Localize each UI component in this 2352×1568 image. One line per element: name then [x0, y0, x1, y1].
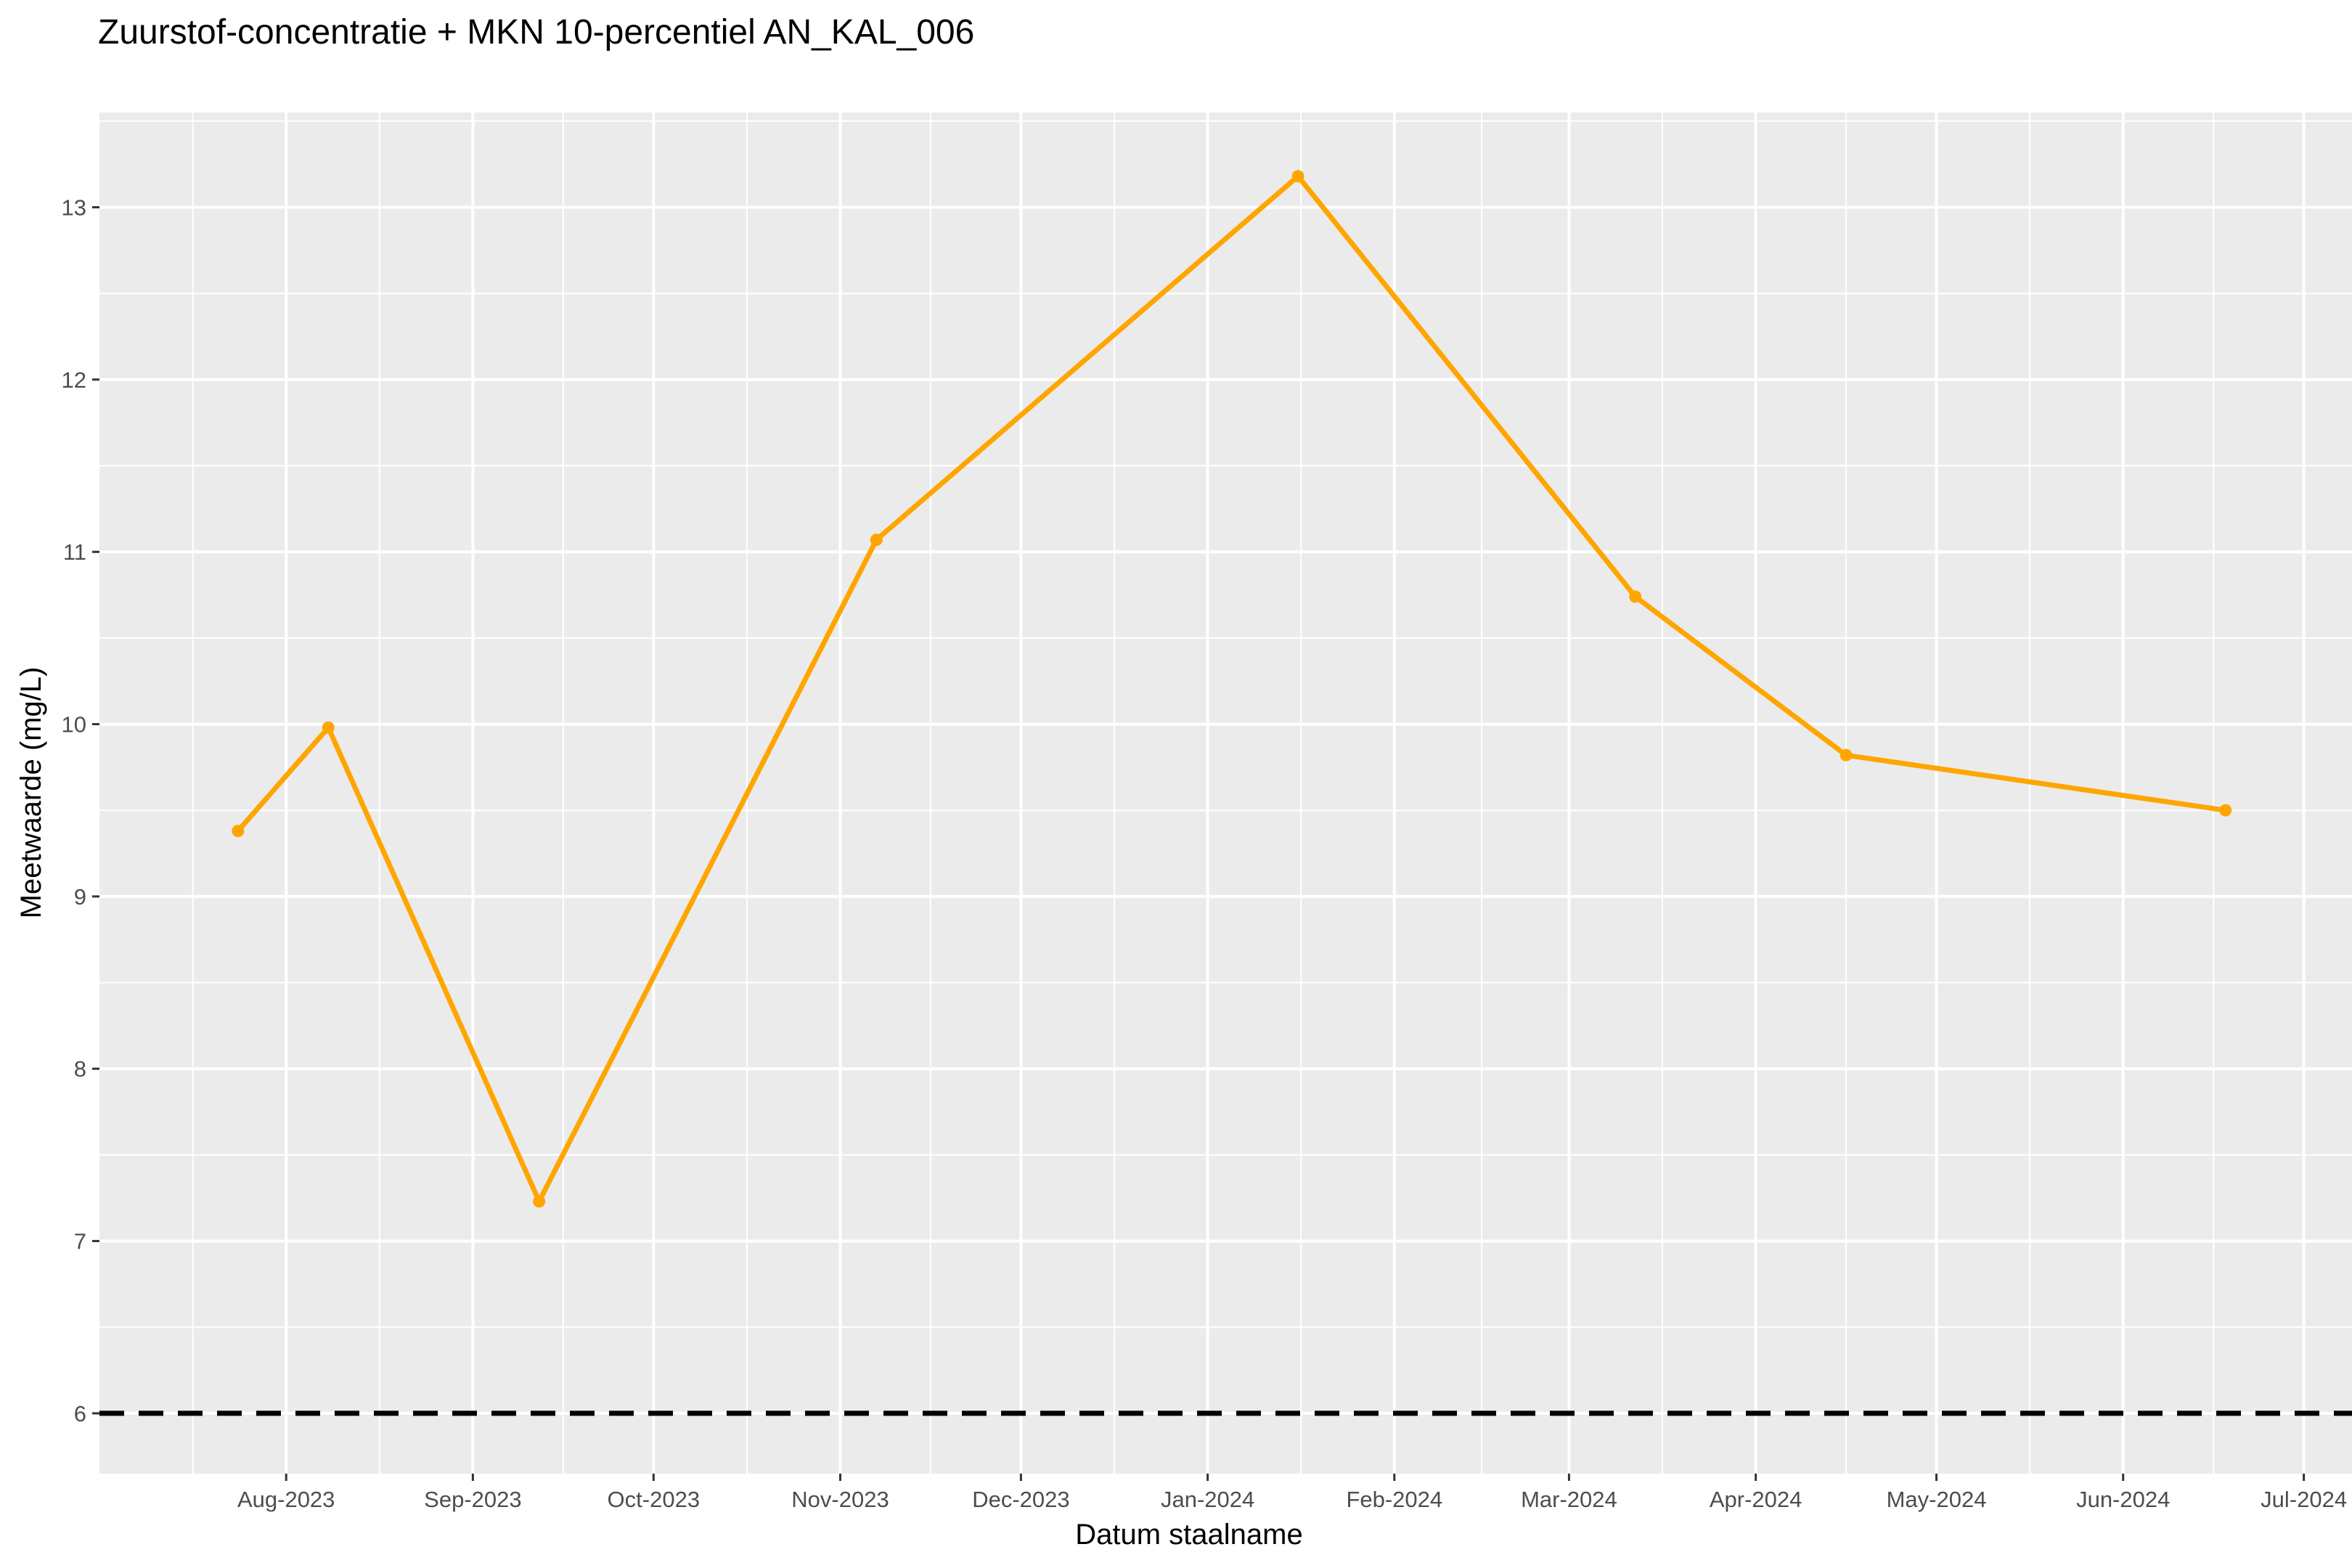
x-tick-label: Nov-2023	[791, 1487, 889, 1512]
chart-title: Zuurstof-concentratie + MKN 10-percentie…	[98, 13, 974, 52]
grid-minor-x	[192, 113, 2215, 1474]
data-point	[1839, 748, 1853, 761]
data-point	[870, 534, 883, 547]
x-axis-title: Datum staalname	[1075, 1519, 1302, 1551]
x-tick-label: Sep-2023	[424, 1487, 521, 1512]
y-tick-label: 13	[62, 195, 86, 221]
x-tick-label: Oct-2023	[608, 1487, 701, 1512]
y-axis-ticks: 6 7 8 9 10 11 12 13	[62, 195, 99, 1426]
y-tick-label: 11	[63, 539, 86, 565]
y-tick-label: 10	[62, 712, 86, 738]
y-axis-title: Meetwaarde (mg/L)	[15, 667, 47, 919]
y-tick-label: 8	[74, 1056, 86, 1082]
y-tick-label: 9	[74, 884, 86, 910]
x-tick-label: Jan-2024	[1161, 1487, 1254, 1512]
data-point	[2219, 804, 2232, 817]
data-point	[1629, 590, 1642, 603]
x-tick-label: Apr-2024	[1710, 1487, 1802, 1512]
x-axis-ticks: Aug-2023 Sep-2023 Oct-2023 Nov-2023 Dec-2023…	[237, 1474, 2347, 1512]
data-point	[533, 1195, 546, 1208]
data-point	[322, 721, 335, 734]
plot-panel	[99, 113, 2352, 1474]
series-points	[232, 170, 2232, 1208]
x-tick-label: Feb-2024	[1346, 1487, 1442, 1512]
series-line	[236, 173, 2226, 1204]
y-tick-label: 6	[74, 1401, 86, 1426]
grid-minor-y	[99, 120, 2352, 1328]
y-tick-label: 7	[74, 1229, 86, 1254]
y-tick-label: 12	[62, 367, 86, 393]
x-tick-label: Aug-2023	[237, 1487, 335, 1512]
series-lines	[236, 173, 2226, 1204]
x-tick-label: Jun-2024	[2076, 1487, 2170, 1512]
x-tick-label: Jul-2024	[2261, 1487, 2347, 1512]
x-tick-label: May-2024	[1887, 1487, 1987, 1512]
x-tick-label: Dec-2023	[972, 1487, 1069, 1512]
data-point	[1291, 170, 1304, 183]
x-tick-label: Mar-2024	[1521, 1487, 1617, 1512]
data-point	[232, 825, 245, 838]
